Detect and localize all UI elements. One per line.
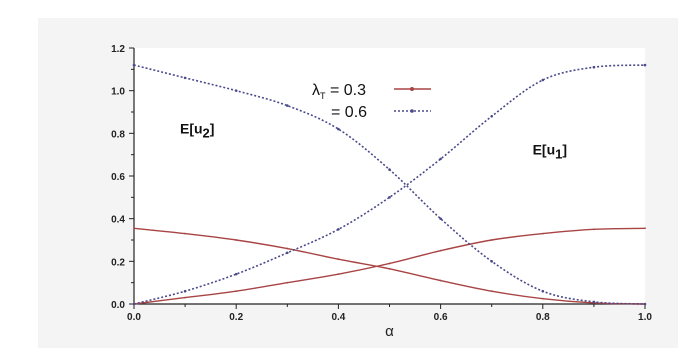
series-point <box>388 168 391 171</box>
series-point <box>490 239 493 241</box>
series-point <box>183 76 187 80</box>
series-point <box>337 228 340 231</box>
series-point <box>439 157 442 161</box>
legend-entry-2-label: = 0.6 <box>331 104 367 121</box>
series-point <box>490 114 494 118</box>
series-point <box>388 262 391 265</box>
series-point <box>643 302 647 306</box>
x-tick-label: 0.8 <box>536 312 550 323</box>
annotation-subscript: 1 <box>555 147 562 162</box>
series-point <box>541 297 544 300</box>
series-point <box>439 279 442 282</box>
legend-entry-1-label: λT = 0.3 <box>312 82 366 101</box>
series-point <box>337 127 340 131</box>
x-tick-label: 0.2 <box>229 312 243 323</box>
y-tick-label: 1.2 <box>111 44 125 55</box>
series-point <box>132 63 136 67</box>
y-tick-label: 0.0 <box>111 300 125 311</box>
y-tick-label: 1.0 <box>111 87 125 98</box>
series-point <box>183 289 187 293</box>
plot-background <box>134 48 645 304</box>
series-point <box>184 296 187 299</box>
series-point <box>235 239 238 241</box>
annotation-close: ] <box>210 120 215 136</box>
legend-lambda: λ <box>312 82 320 99</box>
series-point <box>439 217 442 220</box>
y-tick-label: 0.2 <box>111 257 125 268</box>
series-point <box>234 89 238 92</box>
series-point <box>490 260 494 263</box>
series-point <box>388 267 391 270</box>
series-point <box>133 227 135 230</box>
series-point <box>184 232 187 235</box>
legend: λT = 0.3 = 0.6 <box>312 82 431 121</box>
series-point <box>286 281 289 284</box>
series-point <box>541 78 545 82</box>
series-point <box>337 258 340 261</box>
legend-lambda-subscript: T <box>320 91 326 101</box>
y-tick-label: 0.6 <box>111 172 125 183</box>
x-tick-label: 1.0 <box>638 312 652 323</box>
series-point <box>337 273 340 276</box>
annotation-label: E[u2] <box>180 120 214 140</box>
y-tick-label: 0.8 <box>111 129 125 140</box>
y-tick-label: 0.4 <box>111 215 125 226</box>
series-point <box>439 249 442 252</box>
series-point <box>286 251 289 255</box>
annotation-main: E[u <box>533 142 556 158</box>
legend-entry-1-value: = 0.3 <box>326 82 367 99</box>
series-point <box>541 289 545 293</box>
annotation-label: E[u1] <box>533 142 567 162</box>
annotation-close: ] <box>562 142 567 158</box>
annotation-subscript: 2 <box>203 125 210 140</box>
legend-marker-1 <box>410 87 414 91</box>
x-tick-label: 0.6 <box>434 312 448 323</box>
series-point <box>592 65 596 69</box>
series-point <box>592 300 596 304</box>
series-point <box>490 290 493 293</box>
series-point <box>593 228 595 231</box>
series-point <box>541 232 544 235</box>
annotation-main: E[u <box>180 120 203 136</box>
series-point <box>132 302 136 306</box>
x-axis-label: α <box>385 323 394 340</box>
labels-layer: 0.0 0.2 0.4 0.6 0.8 1.0 0.0 0.2 0.4 0.6 0.8 1.0 1.2 α… <box>111 44 652 340</box>
series-point <box>286 104 289 107</box>
series-point <box>235 290 238 293</box>
series-point <box>643 63 647 67</box>
series-layer <box>132 63 647 306</box>
legend-marker-2 <box>410 109 414 113</box>
series-point <box>388 196 391 199</box>
x-tick-label: 0.4 <box>331 312 345 323</box>
series-point <box>644 227 646 230</box>
series-point <box>286 247 289 250</box>
series-point <box>234 272 238 276</box>
x-tick-label: 0.0 <box>127 312 141 323</box>
